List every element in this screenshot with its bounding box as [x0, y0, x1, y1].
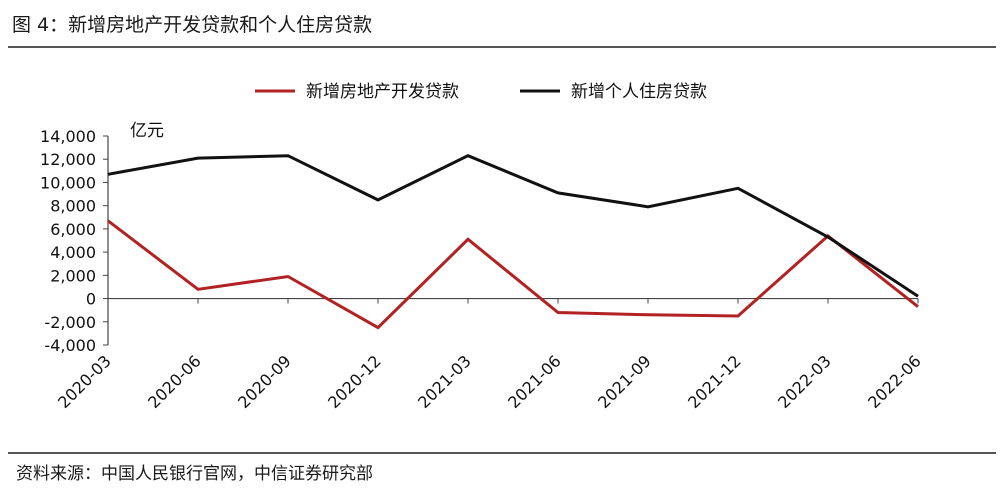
x-tick-label: 2020-09 — [234, 351, 295, 412]
y-tick-label: 12,000 — [40, 150, 96, 169]
series-line-2 — [107, 154, 919, 298]
y-tick-label: 2,000 — [50, 266, 96, 285]
y-tick-label: -4,000 — [44, 336, 96, 355]
series-line-1 — [107, 219, 919, 330]
x-axis: 2020-03 2020-06 2020-09 2020-12 2021-03 2021-… — [54, 297, 925, 412]
figure-title: 图 4：新增房地产开发贷款和个人住房贷款 — [12, 14, 373, 36]
y-tick-label: 10,000 — [40, 173, 96, 192]
legend-label-2: 新增个人住房贷款 — [571, 82, 707, 102]
y-axis: 14,000 12,000 10,000 8,000 6,000 4,000 2,000 0 -… — [40, 127, 109, 355]
x-tick-label: 2020-03 — [54, 351, 115, 412]
x-tick-label: 2021-12 — [684, 351, 745, 412]
y-unit-label: 亿元 — [130, 121, 164, 141]
source-note: 资料来源：中国人民银行官网，中信证券研究部 — [16, 464, 373, 484]
x-tick-label: 2020-06 — [144, 351, 205, 412]
x-tick-label: 2022-06 — [864, 351, 925, 412]
x-tick-label: 2021-06 — [504, 351, 565, 412]
y-tick-label: 8,000 — [50, 197, 96, 216]
title-divider — [8, 46, 996, 48]
y-tick-label: -2,000 — [44, 313, 96, 332]
x-tick-label: 2021-03 — [414, 351, 475, 412]
y-tick-label: 4,000 — [50, 243, 96, 262]
source-divider — [8, 452, 996, 454]
line-chart: 新增房地产开发贷款 新增个人住房贷款 亿元 14,000 12,000 10,000 8… — [40, 82, 925, 412]
x-tick-label: 2021-09 — [594, 351, 655, 412]
legend: 新增房地产开发贷款 新增个人住房贷款 — [255, 82, 707, 102]
y-tick-label: 6,000 — [50, 220, 96, 239]
x-tick-label: 2020-12 — [324, 351, 385, 412]
y-tick-label: 14,000 — [40, 127, 96, 146]
series-layer — [107, 154, 919, 330]
x-tick-label: 2022-03 — [774, 351, 835, 412]
legend-label-1: 新增房地产开发贷款 — [306, 82, 459, 102]
y-tick-label: 0 — [86, 290, 96, 309]
